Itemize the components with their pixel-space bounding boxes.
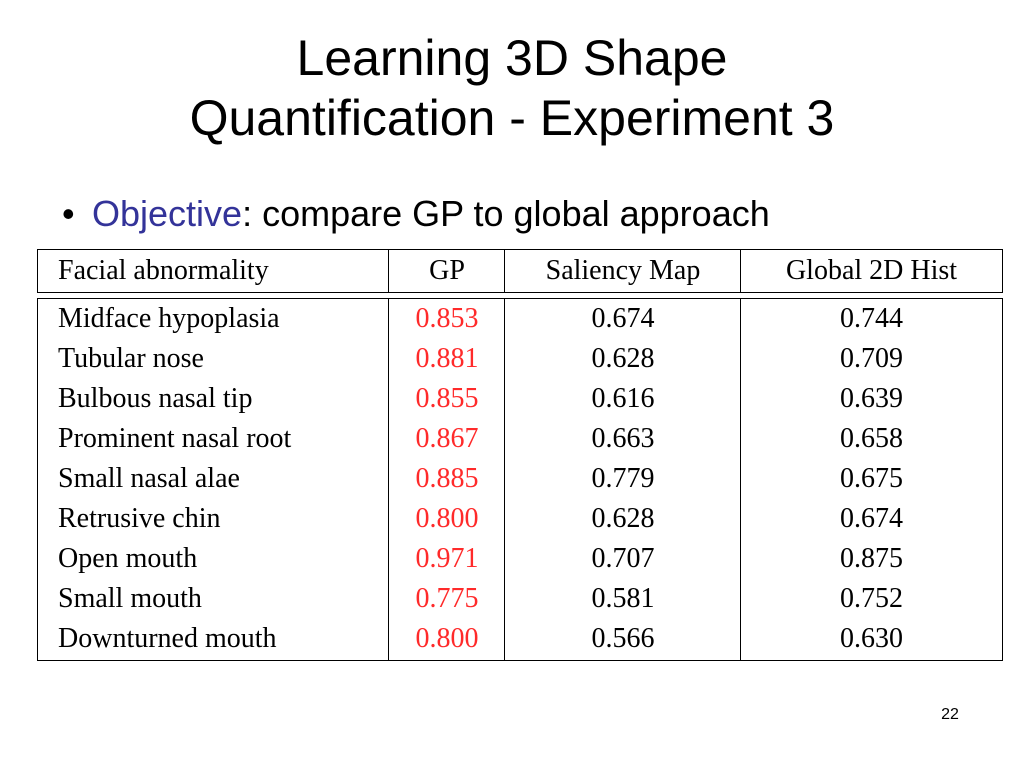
cell-saliency: 0.779 — [591, 463, 655, 494]
table-body: Midface hypoplasia 0.853 0.674 0.744 Tub… — [37, 298, 1003, 661]
cell-abnormality: Retrusive chin — [58, 503, 221, 534]
table-row: Small mouth 0.775 0.581 0.752 — [38, 579, 1002, 619]
cell-abnormality: Bulbous nasal tip — [58, 383, 253, 414]
cell-global-hist: 0.630 — [840, 623, 903, 654]
header-global-2d-hist: Global 2D Hist — [785, 255, 958, 286]
table-row: Downturned mouth 0.800 0.566 0.630 — [38, 619, 1002, 659]
objective-keyword: Objective — [92, 193, 243, 234]
cell-gp: 0.775 — [415, 583, 479, 614]
cell-saliency: 0.628 — [591, 343, 655, 374]
header-gp: GP — [429, 255, 465, 286]
column-divider — [504, 299, 505, 660]
table-row: Tubular nose 0.881 0.628 0.709 — [38, 339, 1002, 379]
cell-global-hist: 0.675 — [840, 463, 903, 494]
cell-global-hist: 0.658 — [840, 423, 903, 454]
cell-global-hist: 0.674 — [840, 503, 903, 534]
column-divider — [504, 250, 505, 292]
table-row: Bulbous nasal tip 0.855 0.616 0.639 — [38, 379, 1002, 419]
cell-gp: 0.881 — [415, 343, 479, 374]
slide-title-line-1: Learning 3D Shape — [296, 30, 728, 86]
table-row: Small nasal alae 0.885 0.779 0.675 — [38, 459, 1002, 499]
objective-bullet: • Objective: compare GP to global approac… — [62, 192, 770, 236]
cell-global-hist: 0.875 — [840, 543, 903, 574]
bullet-dot-icon: • — [62, 193, 75, 234]
cell-abnormality: Tubular nose — [58, 343, 204, 374]
cell-global-hist: 0.639 — [840, 383, 903, 414]
table-header: Facial abnormality GP Saliency Map Globa… — [37, 249, 1003, 293]
cell-gp: 0.971 — [415, 543, 479, 574]
cell-saliency: 0.663 — [591, 423, 655, 454]
slide-title-line-2: Quantification - Experiment 3 — [189, 90, 835, 146]
slide-title: Learning 3D Shape Quantification - Exper… — [0, 28, 1024, 148]
cell-saliency: 0.707 — [591, 543, 655, 574]
page-number: 22 — [941, 706, 959, 723]
objective-text: : compare GP to global approach — [242, 193, 770, 234]
column-divider — [388, 299, 389, 660]
cell-abnormality: Open mouth — [58, 543, 198, 574]
cell-abnormality: Prominent nasal root — [58, 423, 292, 454]
column-divider — [740, 250, 741, 292]
cell-gp: 0.853 — [415, 303, 479, 334]
column-divider — [740, 299, 741, 660]
cell-saliency: 0.581 — [591, 583, 655, 614]
cell-gp: 0.800 — [415, 623, 479, 654]
column-divider — [388, 250, 389, 292]
cell-global-hist: 0.709 — [840, 343, 903, 374]
header-saliency-map: Saliency Map — [545, 255, 701, 286]
table-row: Open mouth 0.971 0.707 0.875 — [38, 539, 1002, 579]
table-row: Midface hypoplasia 0.853 0.674 0.744 — [38, 299, 1002, 339]
cell-global-hist: 0.744 — [840, 303, 903, 334]
cell-saliency: 0.628 — [591, 503, 655, 534]
cell-abnormality: Small nasal alae — [58, 463, 240, 494]
cell-abnormality: Small mouth — [58, 583, 202, 614]
table-row: Retrusive chin 0.800 0.628 0.674 — [38, 499, 1002, 539]
cell-abnormality: Midface hypoplasia — [58, 303, 280, 334]
cell-gp: 0.867 — [415, 423, 479, 454]
table-row: Prominent nasal root 0.867 0.663 0.658 — [38, 419, 1002, 459]
cell-global-hist: 0.752 — [840, 583, 903, 614]
cell-saliency: 0.566 — [591, 623, 655, 654]
results-table: Facial abnormality GP Saliency Map Globa… — [37, 249, 1003, 661]
cell-gp: 0.885 — [415, 463, 479, 494]
cell-saliency: 0.674 — [591, 303, 655, 334]
cell-abnormality: Downturned mouth — [58, 623, 277, 654]
header-facial-abnormality: Facial abnormality — [58, 255, 269, 286]
cell-saliency: 0.616 — [591, 383, 655, 414]
cell-gp: 0.800 — [415, 503, 479, 534]
cell-gp: 0.855 — [415, 383, 479, 414]
